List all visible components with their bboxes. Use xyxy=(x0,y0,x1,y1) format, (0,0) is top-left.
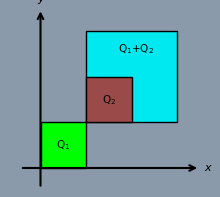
Text: Q$_1$: Q$_1$ xyxy=(56,138,70,152)
Bar xyxy=(86,77,132,122)
Text: x: x xyxy=(205,163,211,173)
Text: Q$_2$: Q$_2$ xyxy=(102,93,116,107)
Bar xyxy=(86,31,177,122)
Bar xyxy=(40,122,86,168)
Text: y: y xyxy=(37,0,44,4)
Text: Q$_1$+Q$_2$: Q$_1$+Q$_2$ xyxy=(118,43,154,56)
